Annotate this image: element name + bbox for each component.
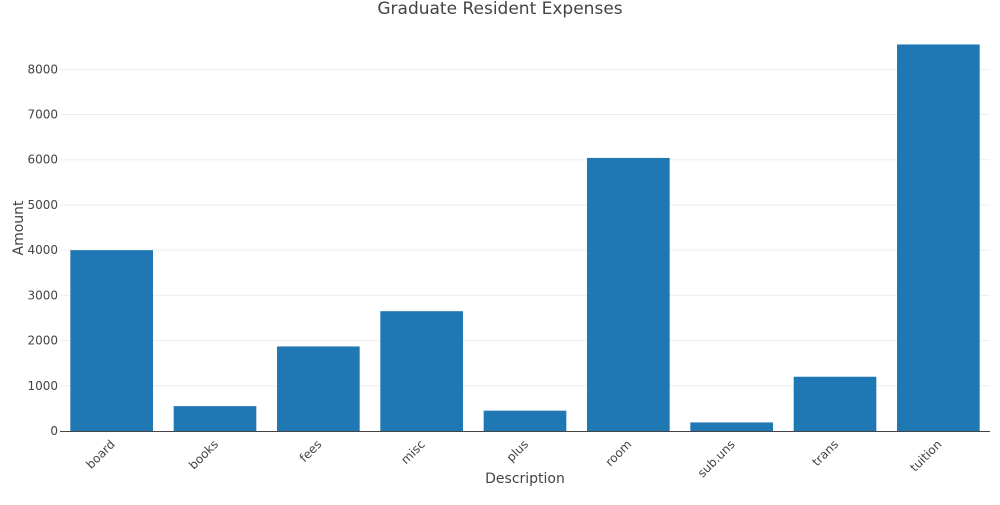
y-tick-label: 7000 [27, 108, 58, 122]
x-tick-label: books [186, 437, 221, 472]
x-tick-label: sub.uns [695, 437, 738, 480]
y-tick-label: 5000 [27, 198, 58, 212]
bar-room [587, 157, 670, 431]
bar-tuition [897, 44, 980, 432]
bar-fees [277, 346, 360, 431]
bar-books [173, 406, 257, 431]
y-axis-title: Amount [11, 200, 27, 256]
gridlines [60, 68, 990, 387]
y-tick-label: 8000 [27, 62, 58, 76]
bar-sub.uns [690, 422, 773, 431]
y-axis: 0 1000 2000 3000 4000 5000 6000 7000 8000 [27, 62, 58, 438]
y-tick-label: 4000 [27, 243, 58, 257]
x-tick-label: room [603, 437, 635, 469]
chart-title: Graduate Resident Expenses [377, 0, 622, 19]
x-axis-title: Description [485, 471, 565, 487]
bar-plus [483, 410, 567, 431]
x-tick-label: board [83, 437, 117, 471]
x-tick-label: misc [398, 437, 428, 467]
bar-trans [793, 376, 877, 431]
y-tick-label: 3000 [27, 288, 58, 302]
y-tick-label: 6000 [27, 153, 58, 167]
x-tick-label: tuition [907, 437, 944, 474]
y-tick-label: 1000 [27, 379, 58, 393]
x-tick-label: trans [809, 437, 841, 469]
x-tick-label: plus [504, 437, 531, 464]
bar-misc [380, 311, 463, 431]
y-tick-label: 2000 [27, 334, 58, 348]
x-tick-label: fees [297, 437, 325, 465]
y-tick-label: 0 [50, 424, 58, 438]
bar-board [70, 250, 153, 431]
bars [70, 44, 980, 432]
